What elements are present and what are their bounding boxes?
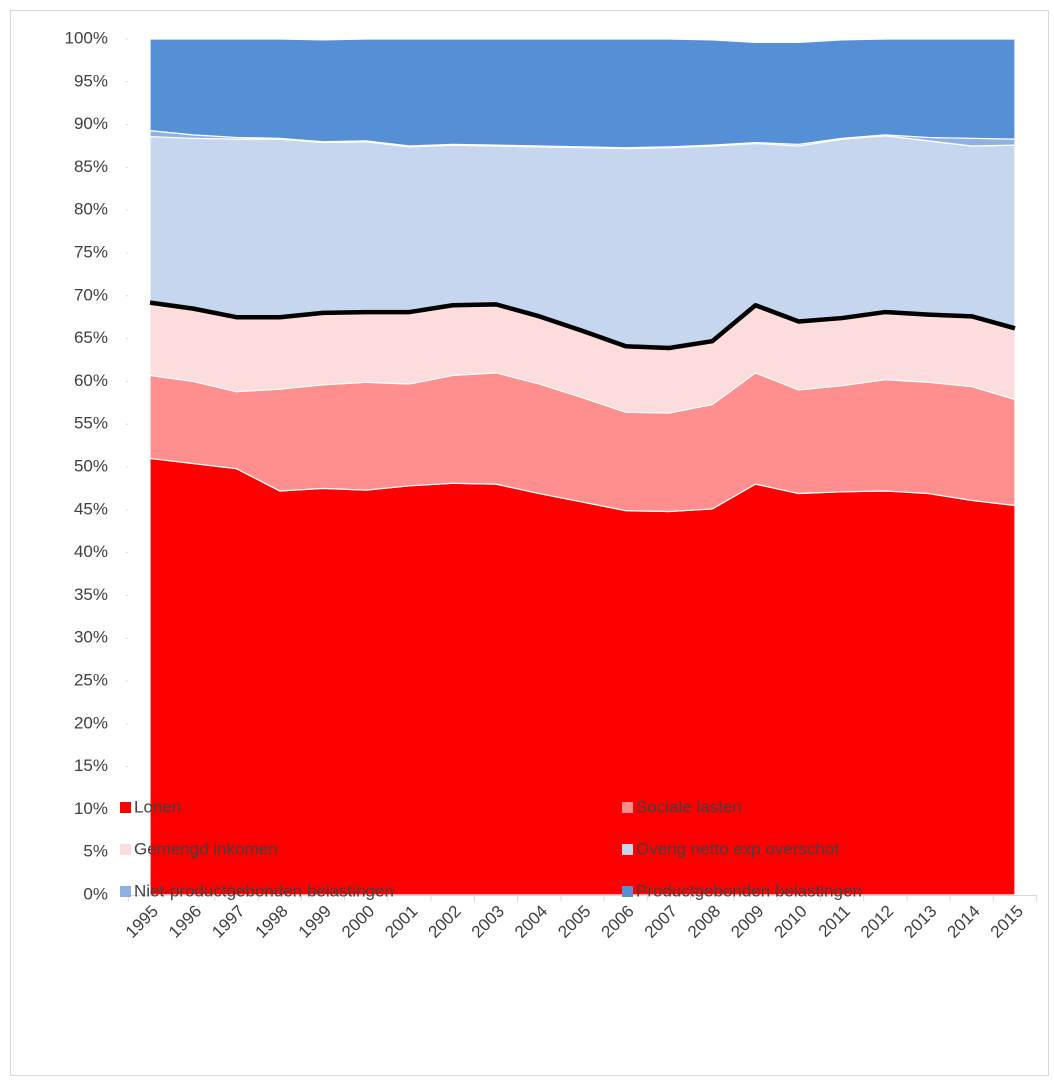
y-tick-label: 5% [83, 842, 108, 861]
legend-label: Gemengd inkomen [134, 839, 278, 858]
y-tick-label: 65% [74, 328, 108, 347]
area [149, 457, 1016, 896]
y-tick-label: 10% [74, 799, 108, 818]
y-tick-label: 60% [74, 371, 108, 390]
y-tick-label: 0% [83, 884, 108, 903]
y-tick-label: 70% [74, 285, 108, 304]
legend-label: Sociale lasten [636, 797, 742, 816]
y-tick-label: 20% [74, 713, 108, 732]
legend-label: Productgebonden belastingen [636, 881, 862, 900]
legend-label: Overig netto exp overschot [636, 839, 839, 858]
y-tick-label: 90% [74, 114, 108, 133]
y-tick-label: 100% [65, 28, 108, 47]
legend-label: Niet-productgebonden belastingen [134, 881, 394, 900]
y-tick-label: 80% [74, 200, 108, 219]
y-tick-label: 75% [74, 242, 108, 261]
legend-swatch [622, 844, 633, 855]
y-tick-label: 55% [74, 414, 108, 433]
legend-swatch [622, 802, 633, 813]
legend-swatch [120, 844, 131, 855]
y-tick-label: 40% [74, 542, 108, 561]
y-tick-label: 50% [74, 456, 108, 475]
legend-swatch [120, 802, 131, 813]
y-tick-label: 45% [74, 499, 108, 518]
legend-swatch [120, 886, 131, 897]
y-tick-label: 15% [74, 756, 108, 775]
y-tick-label: 95% [74, 71, 108, 90]
legend-swatch [622, 886, 633, 897]
total-line [149, 300, 1016, 351]
y-tick-label: 85% [74, 157, 108, 176]
area [149, 38, 1016, 149]
legend-label: Lonen [134, 797, 181, 816]
y-tick-label: 30% [74, 628, 108, 647]
y-tick-label: 35% [74, 585, 108, 604]
y-tick-label: 25% [74, 670, 108, 689]
